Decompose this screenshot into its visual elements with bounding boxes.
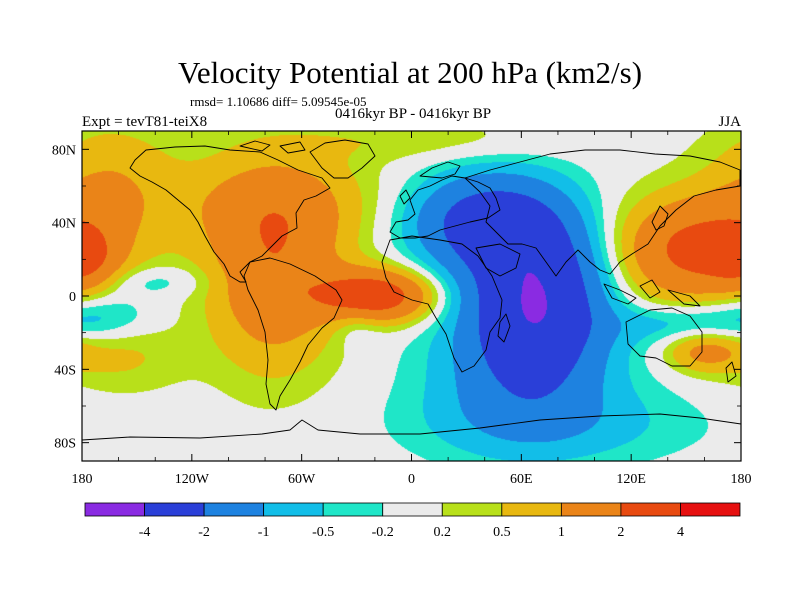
colorbar-label: -1 [258,525,270,540]
greenland-outline [309,139,376,179]
colorbar-swatch [680,502,741,517]
y-tick-label: 40N [52,217,76,232]
colorbar-label: 0.2 [434,525,452,540]
colorbar-swatch [203,502,265,517]
map-area [81,131,742,461]
chart-title: Velocity Potential at 200 hPa (km2/s) [178,55,642,90]
colorbar-label: -0.5 [312,525,334,540]
x-tick-label: 120E [616,472,646,487]
coastlines [81,139,742,441]
right-label: JJA [718,114,741,130]
x-tick-label: 120W [175,472,210,487]
colorbar-swatch [144,502,205,517]
colorbar-label: -4 [139,525,151,540]
southeast-asia-islands-outline [603,279,701,307]
colorbar-label: 0.5 [493,525,511,540]
antarctica-outline [81,413,742,441]
y-tick-label: 0 [69,290,76,305]
colorbar-label: 1 [558,525,565,540]
british-isles-outline [399,189,411,205]
colorbar: -4 -2 -1 -0.5 -0.2 0.2 0.5 1 2 4 [84,502,741,540]
colorbar-label: 4 [677,525,684,540]
x-axis: 180 120W 60W 0 60E 120E 180 [72,131,752,487]
asia-outline [464,149,741,277]
south-america-outline [243,257,343,411]
new-zealand-outline [725,361,737,383]
colorbar-swatch [560,502,622,517]
center-label: 0416kyr BP - 0416kyr BP [335,106,491,122]
scandinavia-outline [419,161,461,179]
europe-outline [389,175,501,239]
japan-outline [651,205,669,231]
africa-outline [381,235,503,373]
y-tick-label: 40S [54,363,76,378]
left-label: Expt = tevT81-teiX8 [82,114,207,130]
colorbar-swatch [84,502,145,517]
chart-subtitle: rmsd= 1.10686 diff= 5.09545e-05 [190,94,367,109]
colorbar-label: 2 [617,525,624,540]
arctic-islands-outline [239,140,306,154]
x-tick-label: 180 [731,472,752,487]
australia-outline [625,307,703,367]
colorbar-swatch [382,502,443,517]
arabia-outline [475,243,521,277]
colorbar-swatch [441,502,503,517]
x-tick-label: 0 [408,472,415,487]
colorbar-swatch [263,502,324,517]
colorbar-label: -0.2 [372,525,394,540]
colorbar-label: -2 [198,525,210,540]
y-axis: 80N 40N 0 40S 80S [52,143,741,452]
north-america-outline [129,145,331,283]
y-tick-label: 80N [52,143,76,158]
madagascar-outline [497,313,511,343]
x-tick-label: 60E [510,472,533,487]
y-tick-label: 80S [54,437,76,452]
x-tick-label: 60W [288,472,316,487]
colorbar-swatch [620,502,681,517]
colorbar-swatch [501,502,562,517]
velocity-potential-field [82,131,741,461]
x-tick-label: 180 [72,472,93,487]
colorbar-swatch [322,502,384,517]
